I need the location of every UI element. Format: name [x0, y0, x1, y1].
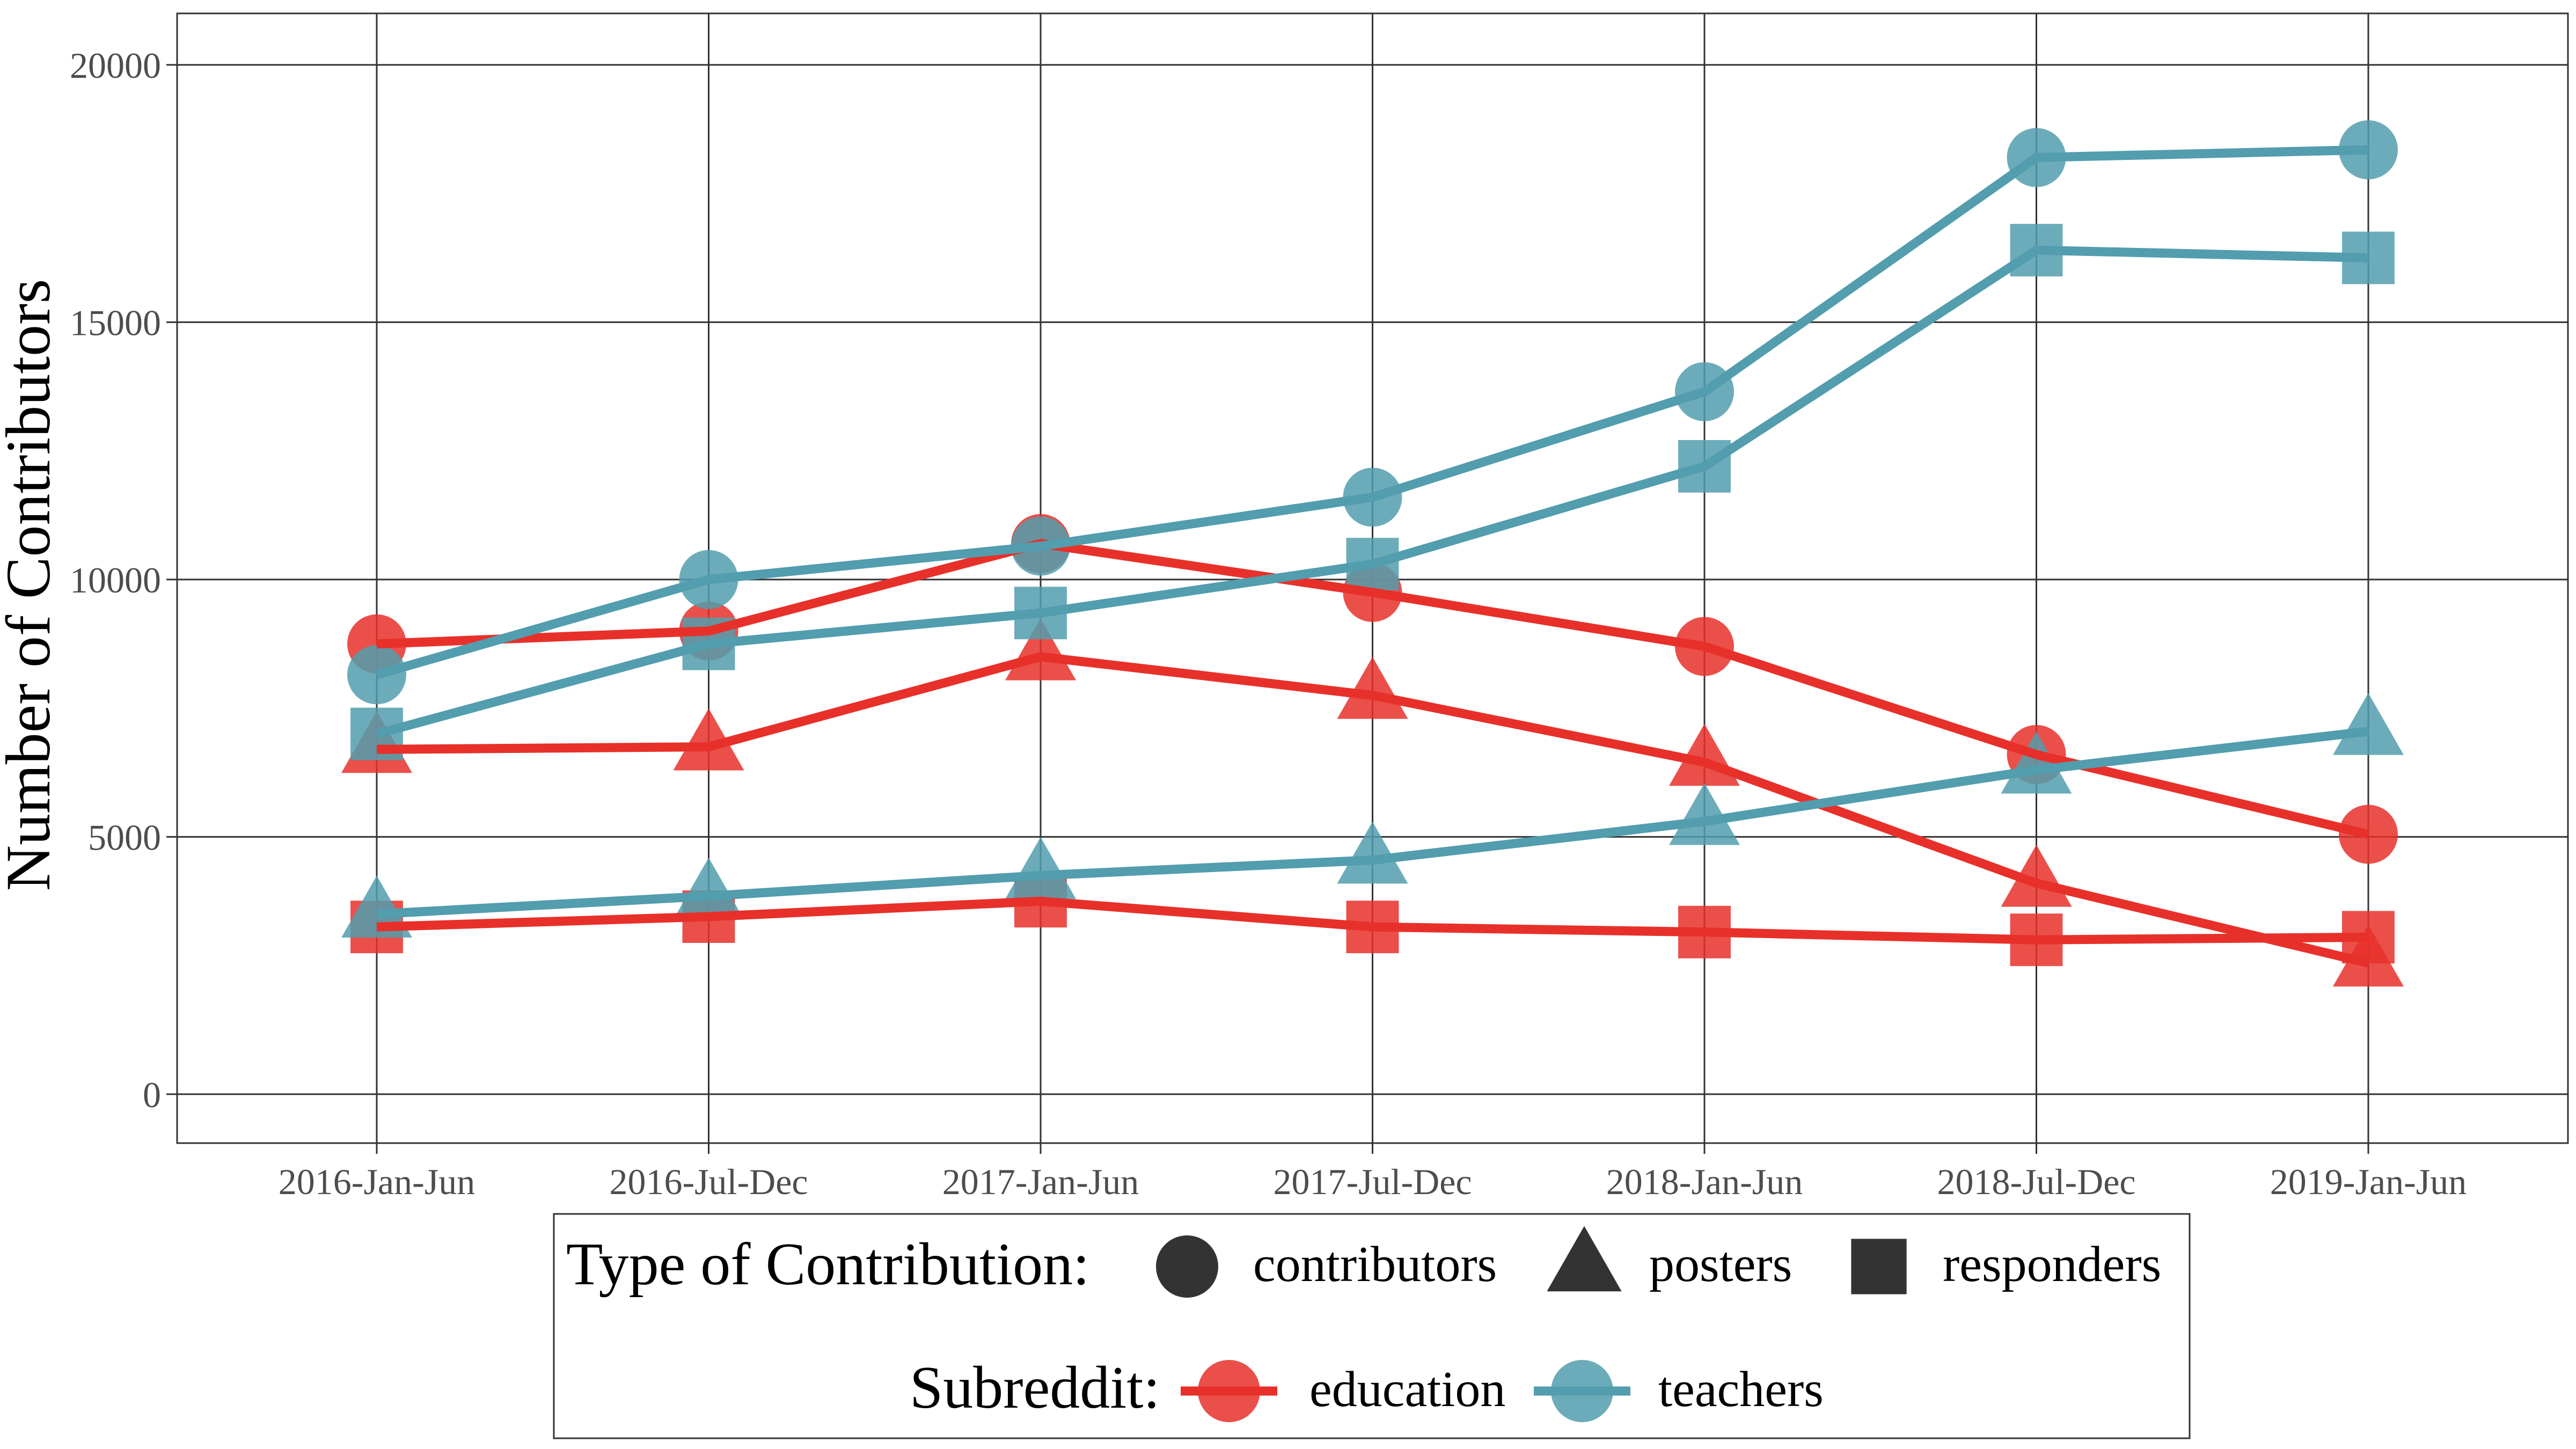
y-tick-label: 10000 [70, 560, 161, 601]
legend-box [553, 1213, 2191, 1439]
legend-color-title: Subreddit: [910, 1355, 1160, 1421]
series-line-education-posters [376, 652, 2369, 968]
legend-education-label: education [1309, 1362, 1505, 1417]
y-tick-label: 20000 [70, 45, 161, 86]
x-tick-label: 2019-Jan-Jun [2270, 1161, 2467, 1202]
data-point-teachers-posters [1005, 837, 1076, 899]
series-line-education-responders [376, 896, 2369, 945]
data-point-education-posters [673, 708, 744, 771]
x-tick-label: 2018-Jul-Dec [1937, 1161, 2135, 1202]
legend-responders-shape-icon [1851, 1239, 1907, 1294]
legend-posters-shape-icon [1547, 1226, 1622, 1292]
x-tick-label: 2016-Jan-Jun [279, 1161, 475, 1202]
x-tick-label: 2018-Jan-Jun [1606, 1161, 1803, 1202]
series-line-teachers-responders [375, 245, 2369, 738]
legend-contributors-label: contributors [1253, 1236, 1497, 1292]
legend-teachers-label: teachers [1658, 1362, 1824, 1417]
lines-layer [375, 145, 2369, 968]
legend-posters-label: posters [1649, 1236, 1792, 1292]
y-tick-label: 5000 [88, 817, 161, 858]
x-tick-label: 2017-Jan-Jun [942, 1161, 1139, 1202]
y-axis: 0 5000 10000 15000 20000 [70, 45, 177, 1115]
legend-contributors-shape-icon [1156, 1235, 1218, 1298]
x-axis: 2016-Jan-Jun 2016-Jul-Dec 2017-Jan-Jun 2017… [279, 1143, 2467, 1202]
y-axis-title: Number of Contributors [0, 279, 63, 891]
y-tick-label: 0 [143, 1074, 161, 1115]
series-line-teachers-posters [376, 727, 2369, 919]
x-tick-label: 2017-Jul-Dec [1273, 1161, 1472, 1202]
series-line-teachers-contributors [375, 145, 2369, 679]
data-point-teachers-posters [1337, 821, 1408, 884]
data-point-teachers-posters [673, 858, 744, 920]
x-tick-label: 2016-Jul-Dec [609, 1161, 808, 1202]
legend-shape-title: Type of Contribution: [566, 1231, 1089, 1298]
series-layer [341, 120, 2404, 987]
y-tick-label: 15000 [70, 302, 161, 343]
data-point-teachers-contributors [347, 645, 406, 705]
data-point-teachers-posters [1669, 783, 1740, 845]
data-point-teachers-posters [2001, 731, 2072, 794]
series-line-education-contributors [376, 539, 2369, 839]
legend: Type of Contribution: Subreddit: contrib… [553, 1213, 2191, 1439]
data-point-education-contributors [2339, 804, 2398, 864]
legend-responders-label: responders [1943, 1236, 2161, 1292]
data-point-teachers-posters [2333, 693, 2404, 755]
